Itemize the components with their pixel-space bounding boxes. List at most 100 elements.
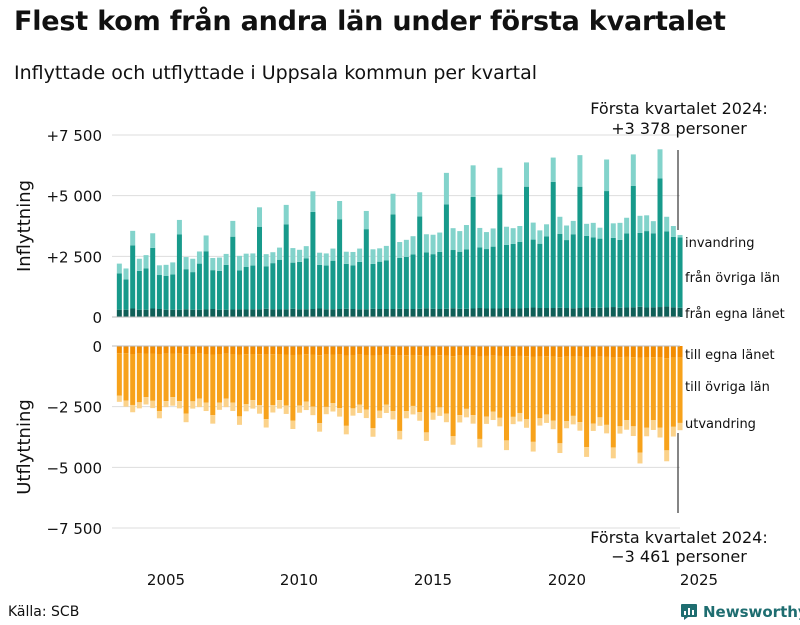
bar-till-ovriga-lan	[397, 355, 403, 431]
bar-invandring	[176, 219, 182, 235]
bar-fran-egna-lanet	[604, 307, 610, 317]
bar-till-egna-lanet	[510, 346, 516, 357]
bar-fran-egna-lanet	[243, 309, 249, 317]
bar-till-egna-lanet	[257, 346, 263, 355]
series-label-out: till övriga län	[685, 380, 770, 395]
bar-fran-ovriga-lan	[357, 261, 363, 310]
bar-utvandring	[503, 440, 509, 451]
bar-fran-ovriga-lan	[557, 233, 563, 308]
bar-fran-egna-lanet	[477, 308, 483, 317]
bar-till-ovriga-lan	[363, 354, 369, 410]
series-label-out: utvandring	[685, 417, 756, 432]
bar-till-egna-lanet	[470, 346, 476, 356]
bar-fran-egna-lanet	[183, 309, 189, 317]
bar-till-egna-lanet	[150, 346, 156, 354]
bar-utvandring	[604, 424, 610, 434]
bar-till-ovriga-lan	[450, 356, 456, 437]
bar-fran-ovriga-lan	[437, 251, 443, 309]
bar-fran-ovriga-lan	[457, 251, 463, 309]
bar-fran-ovriga-lan	[664, 231, 670, 307]
bar-utvandring	[544, 414, 550, 423]
bar-till-ovriga-lan	[524, 356, 530, 420]
bar-fran-ovriga-lan	[270, 263, 276, 310]
bar-utvandring	[363, 409, 369, 419]
bar-till-egna-lanet	[597, 346, 603, 357]
x-tick-label: 2005	[147, 571, 185, 589]
bar-utvandring	[430, 412, 436, 420]
bar-utvandring	[136, 402, 142, 409]
bar-fran-egna-lanet	[417, 308, 423, 317]
bar-till-egna-lanet	[617, 346, 623, 358]
bar-invandring	[637, 215, 643, 233]
bar-fran-egna-lanet	[537, 308, 543, 317]
bar-utvandring	[357, 404, 363, 413]
bar-invandring	[263, 254, 269, 267]
bar-fran-egna-lanet	[410, 308, 416, 317]
bar-fran-egna-lanet	[350, 308, 356, 317]
bar-fran-ovriga-lan	[236, 270, 242, 310]
bar-fran-egna-lanet	[530, 307, 536, 317]
bar-till-egna-lanet	[584, 346, 590, 358]
bar-invandring	[497, 167, 503, 195]
bar-utvandring	[297, 405, 303, 413]
bar-fran-ovriga-lan	[183, 269, 189, 310]
bar-till-egna-lanet	[443, 346, 449, 356]
bar-till-egna-lanet	[303, 346, 309, 355]
bar-fran-ovriga-lan	[317, 264, 323, 309]
bar-fran-egna-lanet	[370, 308, 376, 317]
y-tick-label: −5 000	[46, 459, 102, 477]
bar-invandring	[283, 204, 289, 225]
bar-till-ovriga-lan	[183, 354, 189, 414]
bar-till-ovriga-lan	[510, 356, 516, 417]
bar-till-egna-lanet	[490, 346, 496, 356]
annotation-bottom-line2: −3 461 personer	[611, 547, 747, 566]
bar-fran-ovriga-lan	[604, 191, 610, 308]
bar-fran-ovriga-lan	[610, 237, 616, 308]
bar-fran-ovriga-lan	[210, 270, 216, 309]
bar-fran-ovriga-lan	[290, 262, 296, 309]
annotation-bottom-line1: Första kvartalet 2024:	[590, 528, 767, 547]
bar-till-ovriga-lan	[463, 355, 469, 409]
bar-till-egna-lanet	[604, 346, 610, 357]
bar-fran-ovriga-lan	[537, 243, 543, 309]
bar-utvandring	[277, 400, 283, 409]
bar-till-ovriga-lan	[143, 353, 149, 398]
bar-till-ovriga-lan	[190, 354, 196, 402]
bar-fran-ovriga-lan	[430, 254, 436, 309]
bar-fran-egna-lanet	[544, 308, 550, 317]
bar-till-ovriga-lan	[670, 357, 676, 427]
bar-till-ovriga-lan	[257, 354, 263, 406]
bar-till-egna-lanet	[330, 346, 336, 355]
bar-till-ovriga-lan	[230, 354, 236, 403]
bar-till-ovriga-lan	[530, 356, 536, 442]
bar-fran-ovriga-lan	[617, 239, 623, 308]
bar-invandring	[610, 223, 616, 238]
bar-fran-ovriga-lan	[363, 229, 369, 310]
bar-fran-ovriga-lan	[670, 236, 676, 308]
bar-till-egna-lanet	[637, 346, 643, 358]
bar-invandring	[277, 247, 283, 260]
bar-fran-egna-lanet	[610, 307, 616, 317]
newsworthy-logo[interactable]: Newsworthy	[680, 600, 800, 624]
bar-fran-ovriga-lan	[544, 236, 550, 309]
bar-fran-egna-lanet	[210, 308, 216, 317]
bar-till-egna-lanet	[323, 346, 329, 355]
bar-fran-egna-lanet	[223, 309, 229, 317]
bar-invandring	[670, 226, 676, 237]
bar-utvandring	[190, 401, 196, 409]
bar-till-ovriga-lan	[390, 355, 396, 412]
source-note: Källa: SCB	[8, 604, 80, 620]
bar-utvandring	[163, 401, 169, 408]
bar-till-ovriga-lan	[443, 355, 449, 414]
series-label-out: till egna länet	[685, 348, 775, 363]
bar-utvandring	[517, 412, 523, 422]
bar-fran-egna-lanet	[437, 308, 443, 317]
bar-till-ovriga-lan	[630, 357, 636, 427]
x-tick-label: 2025	[680, 571, 718, 589]
bar-fran-egna-lanet	[430, 308, 436, 317]
bar-fran-egna-lanet	[550, 308, 556, 317]
bar-fran-ovriga-lan	[263, 266, 269, 309]
bar-invandring	[250, 253, 256, 266]
bar-fran-egna-lanet	[310, 308, 316, 317]
bar-till-ovriga-lan	[310, 354, 316, 407]
